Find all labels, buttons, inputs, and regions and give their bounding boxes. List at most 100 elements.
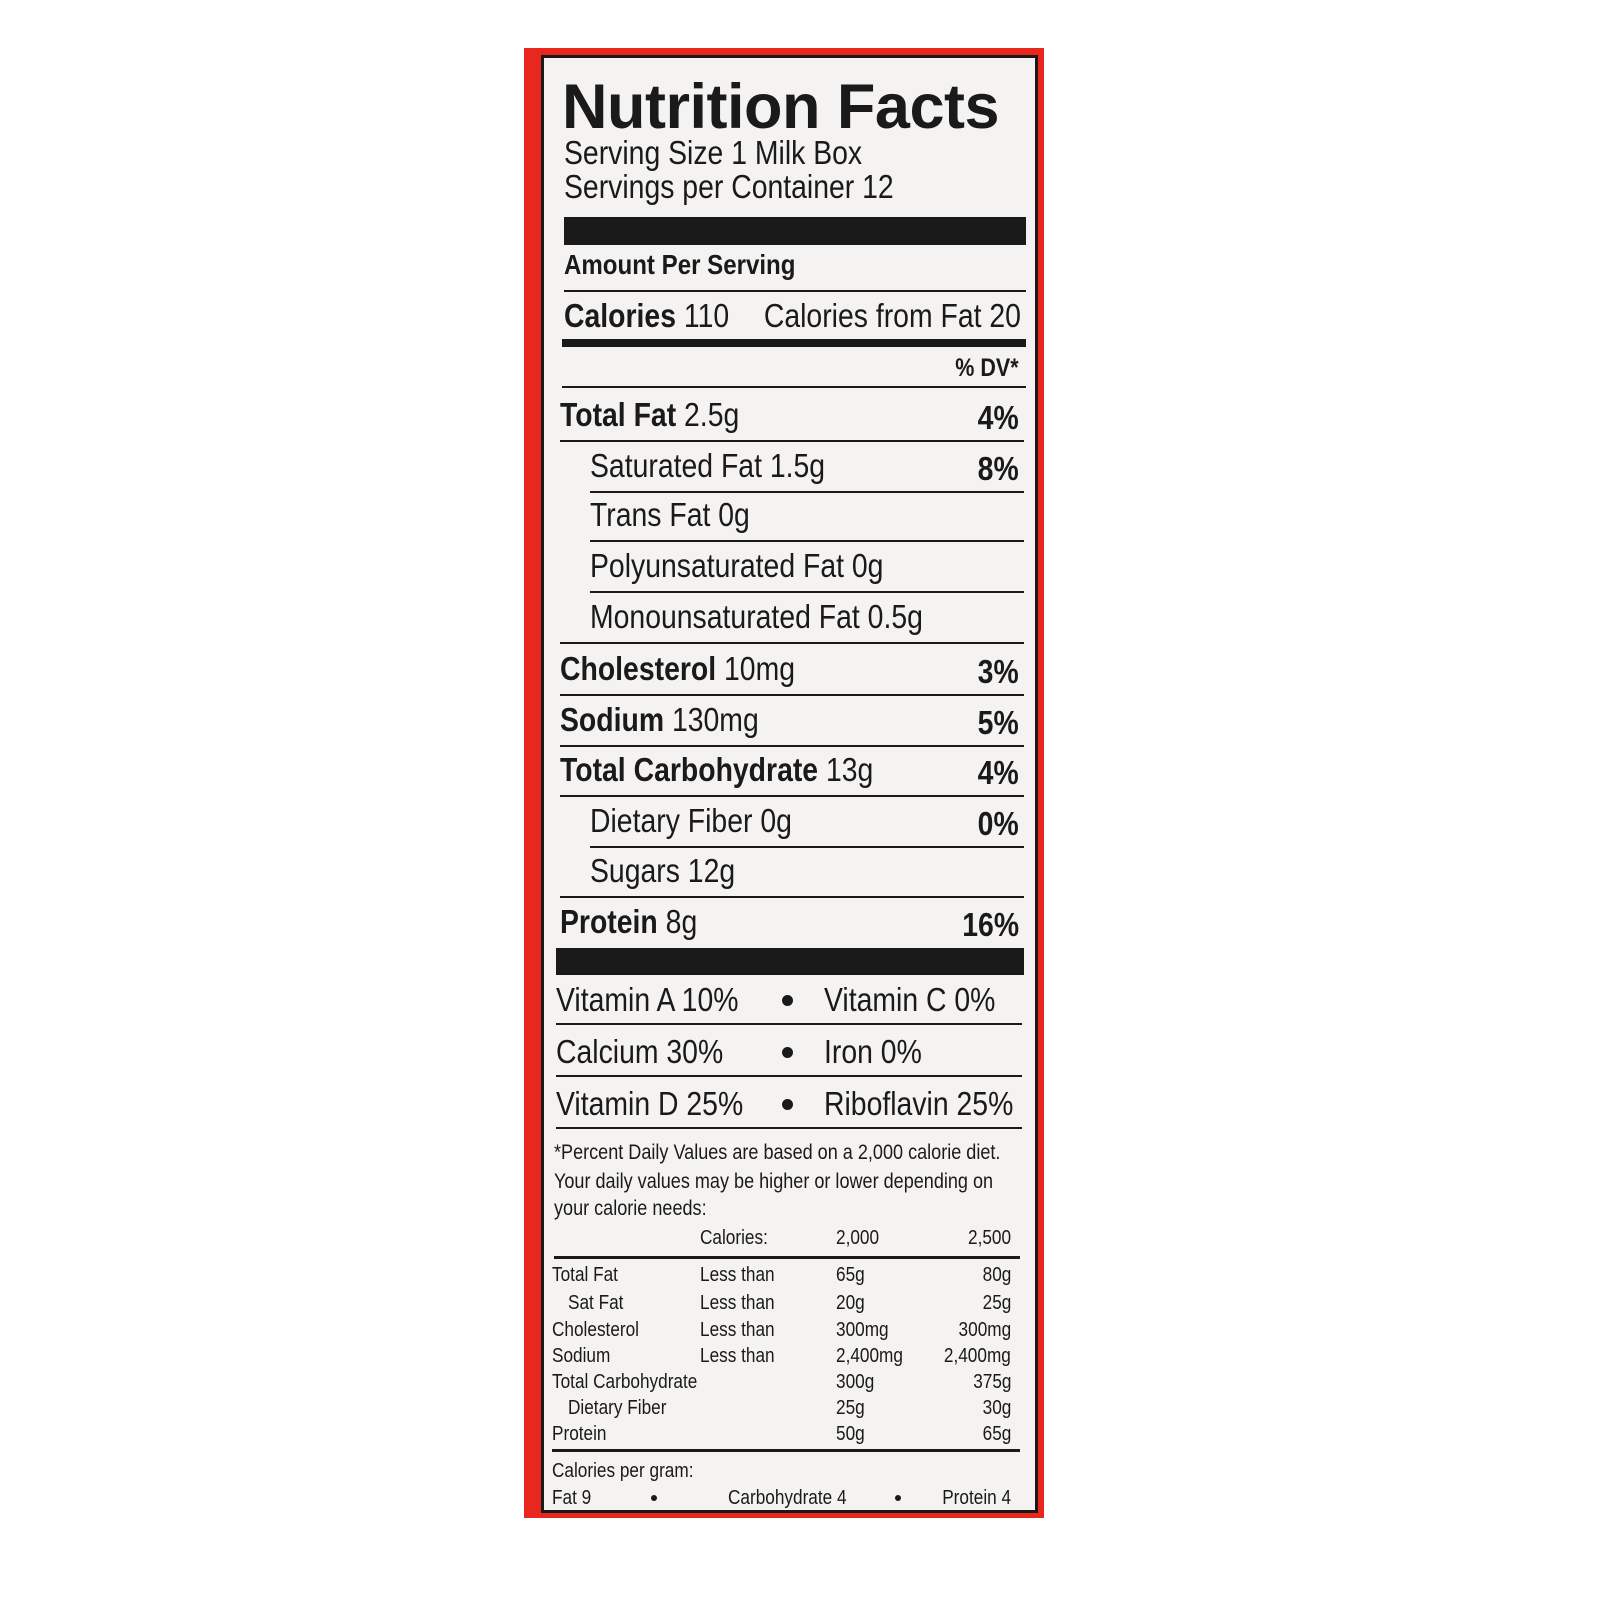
nutrient-dv: 4% [977, 754, 1019, 791]
dv-row-name: Sodium [552, 1345, 611, 1367]
dv-row-2500: 300mg [958, 1319, 1011, 1341]
dv-row-name-wrap: Total Fat [552, 1265, 629, 1285]
vitamin-right: Vitamin C 0% [824, 981, 996, 1018]
dv-row-qualifier-wrap: Less than [700, 1265, 787, 1285]
serving-size: Serving Size 1 Milk Box [564, 134, 863, 171]
dv-row-qualifier: Less than [700, 1319, 775, 1341]
dv-row-name-wrap: Sat Fat [568, 1293, 632, 1313]
vitamin-left: Vitamin A 10% [556, 981, 739, 1018]
dv-row-name-wrap: Cholesterol [552, 1320, 653, 1340]
nutrient-label: Total Fat [560, 396, 677, 433]
nutrient-dv-wrap: 16% [953, 908, 1019, 941]
dv-row-2500: 65g [982, 1423, 1011, 1445]
nutrient-label: Sugars [590, 852, 680, 889]
dv-row-name-wrap: Protein [552, 1424, 615, 1444]
dv-row-2000-wrap: 50g [836, 1424, 869, 1444]
label-title: Nutrition Facts [562, 72, 1000, 142]
nutrient-dv: 8% [977, 450, 1019, 487]
calories-2500-header: 2,500 [967, 1227, 1011, 1249]
nutrient-amount: 10mg [724, 650, 796, 687]
carb-per-gram-wrap: Carbohydrate 4 [728, 1488, 866, 1508]
nutrient-label: Sodium [560, 701, 665, 738]
dv-row-name-wrap: Total Carbohydrate [552, 1372, 721, 1392]
nutrient-amount: 0g [760, 802, 792, 839]
calories-value: 110 [683, 297, 730, 334]
nutrient-dv-wrap: 5% [971, 706, 1019, 739]
nutrient-dv-wrap: 4% [971, 401, 1019, 434]
nutrient-amount: 0g [718, 496, 750, 533]
nutrient-row: Polyunsaturated Fat 0g [590, 549, 931, 582]
nutrient-row: Sodium 130mg [560, 703, 791, 736]
row-rule [556, 1023, 1022, 1025]
dv-row-2000-wrap: 25g [836, 1398, 869, 1418]
nutrient-label: Cholesterol [560, 650, 717, 687]
dv-row-2500-wrap: 30g [978, 1398, 1011, 1418]
dv-row-name-wrap: Dietary Fiber [568, 1398, 682, 1418]
nutrient-row: Cholesterol 10mg [560, 652, 833, 685]
amount-per-serving: Amount Per Serving [564, 249, 796, 280]
dv-row-2000-wrap: 2,400mg [836, 1346, 914, 1366]
dv-row-name: Cholesterol [552, 1319, 640, 1341]
table-rule [554, 1256, 1020, 1259]
bullet-icon [895, 1495, 901, 1501]
nutrient-dv: 5% [977, 704, 1019, 741]
fat-per-gram: Fat 9 [552, 1487, 592, 1509]
dv-row-name: Sat Fat [568, 1292, 624, 1314]
nutrient-label: Protein [560, 903, 658, 940]
nutrient-dv: 0% [977, 805, 1019, 842]
medium-rule [562, 339, 1026, 347]
nutrient-dv-wrap: 3% [971, 655, 1019, 688]
nutrient-row: Dietary Fiber 0g [590, 804, 825, 837]
footnote-line: your calorie needs: [554, 1197, 707, 1220]
vitamin-left-wrap: Vitamin D 25% [556, 1087, 774, 1120]
dv-row-2500: 80g [982, 1264, 1011, 1286]
calories-from-fat: Calories from Fat 20 [763, 297, 1021, 334]
bullet-icon [782, 1099, 793, 1110]
dv-row-2500-wrap: 2,400mg [933, 1346, 1011, 1366]
calories-2500-header-wrap: 2,500 [961, 1228, 1011, 1248]
nutrient-amount: 2.5g [684, 396, 740, 433]
vitamin-right-wrap: Riboflavin 25% [824, 1087, 1044, 1120]
vitamin-left-wrap: Vitamin A 10% [556, 983, 768, 1016]
dv-row-2500: 375g [972, 1371, 1011, 1393]
dv-row-2000: 300mg [836, 1319, 889, 1341]
footnote-line-wrap: *Percent Daily Values are based on a 2,0… [554, 1142, 1073, 1163]
dv-row-2000-wrap: 300mg [836, 1320, 897, 1340]
nutrient-amount: 8g [665, 903, 698, 940]
nutrient-dv-wrap: 0% [971, 807, 1019, 840]
dv-row-qualifier-wrap: Less than [700, 1346, 787, 1366]
dv-row-name: Total Fat [552, 1264, 618, 1286]
nutrient-dv-wrap: 8% [971, 452, 1019, 485]
dv-row-2500-wrap: 375g [967, 1371, 1011, 1393]
bullet-icon [782, 1047, 793, 1058]
thin-rule [562, 386, 1026, 388]
servings-per-container: Servings per Container 12 [564, 168, 894, 205]
nutrient-amount: 0g [851, 547, 884, 584]
dv-row-2000: 50g [836, 1423, 865, 1445]
vitamin-left-wrap: Calcium 30% [556, 1035, 750, 1068]
dv-row-2000: 65g [836, 1264, 865, 1286]
dv-row-qualifier-wrap: Less than [700, 1320, 787, 1340]
row-rule [590, 846, 1024, 848]
calories-per-gram-label-wrap: Calories per gram: [552, 1461, 717, 1481]
dv-row-name: Total Carbohydrate [552, 1371, 698, 1393]
nutrition-facts-label: Nutrition Facts Serving Size 1 Milk Box … [541, 55, 1038, 1513]
nutrient-label: Monounsaturated Fat [590, 598, 860, 635]
nutrient-row: Monounsaturated Fat 0.5g [590, 600, 977, 633]
dv-row-2000: 20g [836, 1292, 865, 1314]
dv-row-2500: 30g [982, 1397, 1011, 1419]
nutrient-row: Saturated Fat 1.5g [590, 449, 863, 482]
dv-row-2000: 2,400mg [836, 1345, 903, 1367]
nutrient-amount: 1.5g [769, 447, 826, 484]
dv-row-2000-wrap: 65g [836, 1265, 869, 1285]
dv-row-2000: 25g [836, 1397, 865, 1419]
row-rule [560, 440, 1024, 442]
carb-per-gram: Carbohydrate 4 [728, 1487, 847, 1509]
row-rule [590, 591, 1024, 593]
dv-row-name: Dietary Fiber [568, 1397, 667, 1419]
row-rule [556, 1075, 1022, 1077]
vitamin-right-wrap: Vitamin C 0% [824, 983, 1023, 1016]
row-rule [556, 1127, 1022, 1129]
footnote-line-wrap: Your daily values may be higher or lower… [554, 1171, 1065, 1192]
row-rule [590, 540, 1024, 542]
